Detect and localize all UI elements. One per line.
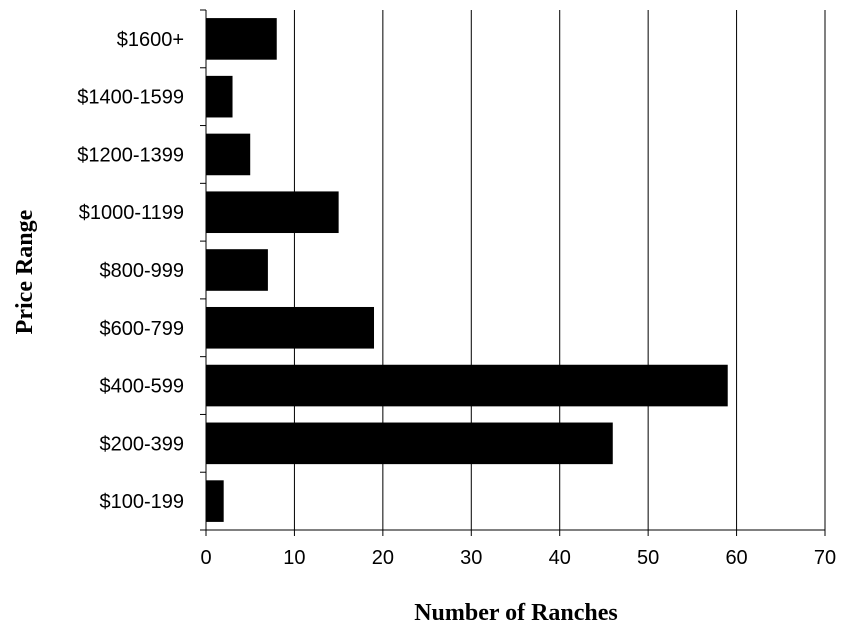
bar [206, 191, 339, 234]
x-tick-label: 30 [460, 547, 482, 569]
bars [206, 18, 728, 522]
x-tick-label: 0 [200, 547, 211, 569]
bar [206, 133, 251, 176]
x-tick-label: 10 [283, 547, 305, 569]
bar [206, 364, 728, 407]
category-label: $1600+ [117, 29, 184, 51]
x-tick-label: 50 [637, 547, 659, 569]
category-label: $400-599 [99, 376, 184, 398]
category-label: $1400-1599 [77, 87, 184, 109]
category-label: $600-799 [99, 318, 184, 340]
x-tick-label: 60 [725, 547, 747, 569]
x-tick-labels: 0 10 20 30 40 50 60 70 [200, 547, 836, 569]
category-label: $1200-1399 [77, 144, 184, 166]
bar [206, 306, 375, 349]
y-axis-title: Price Range [12, 209, 38, 334]
category-labels: $100-199 $200-399 $400-599 $600-799 $800-999… [77, 29, 184, 513]
x-tick-label: 20 [372, 547, 394, 569]
axes [200, 9, 825, 531]
bar [206, 249, 268, 291]
category-label: $800-999 [99, 260, 184, 282]
x-tick-label: 40 [549, 547, 571, 569]
bar [206, 422, 613, 465]
bar [206, 18, 277, 60]
gridlines [205, 10, 826, 536]
bar [206, 480, 224, 522]
bar [206, 75, 233, 118]
category-label: $100-199 [99, 491, 184, 513]
x-tick-label: 70 [814, 547, 836, 569]
category-label: $1000-1199 [79, 202, 184, 224]
category-label: $200-399 [99, 433, 184, 455]
x-axis-title: Number of Ranches [414, 600, 618, 624]
